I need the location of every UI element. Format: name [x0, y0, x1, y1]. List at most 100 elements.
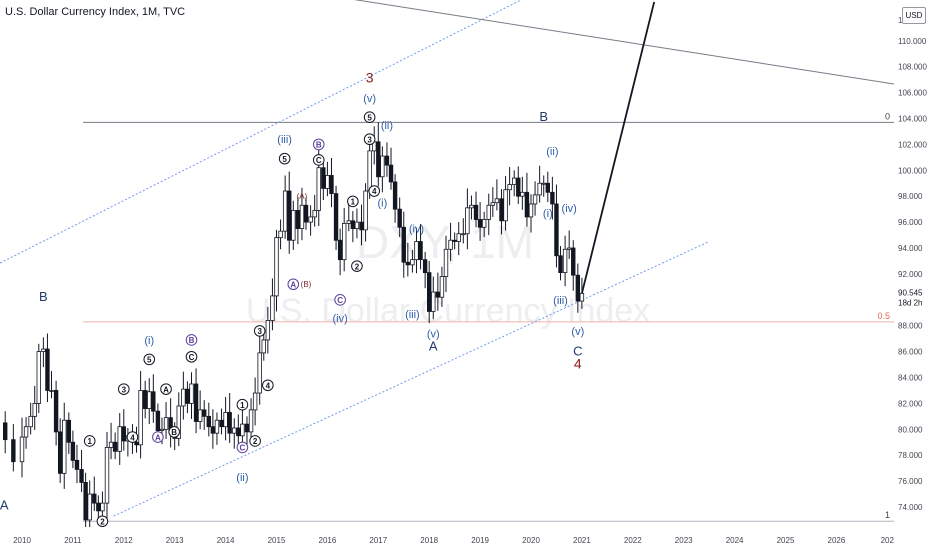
candle	[108, 422, 114, 460]
candle	[232, 418, 237, 449]
candle-body	[206, 415, 212, 428]
candle-body	[329, 175, 334, 195]
channel-lower	[113, 241, 710, 517]
candle-body	[210, 426, 216, 434]
candle	[151, 374, 156, 423]
wave-circle	[312, 138, 325, 151]
wave-label: (i)	[543, 208, 553, 220]
wave-label-circle: 4	[262, 379, 274, 392]
candle-body	[100, 502, 105, 512]
wave-label-circle: 1	[347, 195, 359, 208]
fib-label: 0	[885, 111, 890, 121]
fib-label: 1	[885, 510, 890, 520]
candle	[185, 381, 190, 414]
candle-body	[138, 390, 143, 446]
candle	[57, 418, 63, 484]
candle	[337, 228, 343, 276]
x-tick-label: 2018	[420, 536, 438, 545]
candle-body	[537, 182, 542, 196]
candle	[384, 142, 390, 177]
candle	[70, 430, 76, 469]
x-tick-label: 2014	[217, 536, 235, 545]
wave-circle	[249, 435, 261, 447]
candle-body	[367, 150, 372, 192]
wave-label: (iv)	[409, 224, 424, 236]
wave-circle	[363, 133, 376, 146]
wave-label: B	[39, 289, 48, 304]
candle	[45, 333, 50, 403]
wave-circle	[278, 152, 291, 165]
candle-body	[236, 427, 241, 437]
candle	[66, 412, 72, 454]
candle-body	[418, 241, 423, 261]
candle	[181, 371, 186, 420]
wave-circle	[143, 353, 156, 366]
chart-title: U.S. Dollar Currency Index, 1M, TVC	[5, 6, 186, 18]
candle	[448, 222, 453, 261]
candle-body	[142, 390, 148, 409]
candle-body	[439, 276, 445, 298]
candle-body	[558, 255, 563, 274]
wave-label: (iii)	[405, 309, 420, 321]
candle-body	[566, 247, 572, 250]
wave-label-circle: 2	[249, 435, 261, 447]
candle	[219, 408, 224, 435]
candle-body	[422, 259, 428, 274]
candle	[282, 175, 288, 239]
candle-body	[325, 175, 330, 189]
wave-label: B	[316, 141, 322, 150]
currency-selector[interactable]: USD	[902, 7, 926, 24]
wave-label-circle: A	[287, 278, 300, 291]
candle-body	[448, 239, 453, 250]
candle-body	[181, 388, 186, 407]
candle	[571, 240, 576, 291]
wave-label: (iii)	[277, 134, 292, 146]
candle	[147, 378, 152, 425]
x-tick-label: 2019	[471, 536, 489, 545]
wave-label-circle: 5	[363, 111, 376, 124]
candle-body	[410, 259, 415, 266]
candle-body	[151, 391, 156, 412]
candle-body	[388, 164, 394, 183]
candle-body	[503, 189, 508, 222]
candle-body	[28, 415, 33, 428]
wave-label: A	[163, 385, 169, 394]
wave-label-circle: 3	[118, 383, 130, 395]
candle	[36, 343, 41, 414]
candle	[19, 417, 25, 478]
candle	[562, 235, 568, 287]
candle-body	[265, 320, 271, 341]
x-tick-label: 2022	[624, 536, 642, 545]
wave-circle	[287, 278, 300, 291]
candle-body	[282, 190, 288, 232]
candle	[291, 200, 296, 250]
candle	[295, 196, 301, 245]
candle	[414, 227, 419, 274]
wave-label-circle: C	[236, 441, 249, 454]
candle	[566, 230, 572, 260]
wave-label: (v)	[571, 326, 584, 338]
wave-label: (A)	[297, 192, 308, 201]
candle	[392, 174, 398, 223]
candle	[422, 251, 428, 289]
wave-circle	[236, 398, 249, 411]
wave-label: (v)	[427, 328, 440, 340]
candle	[575, 263, 581, 313]
x-tick-label: 2026	[828, 536, 846, 545]
candle-body	[96, 502, 101, 512]
y-tick-label: 110.000	[898, 37, 927, 46]
candle	[210, 409, 216, 449]
candle-body	[516, 177, 521, 197]
candle-body	[3, 422, 8, 441]
wave-label-circle: C	[312, 154, 325, 166]
candle	[439, 266, 445, 307]
candle-body	[214, 419, 220, 434]
candle-body	[346, 220, 351, 224]
wave-label: 4	[372, 187, 377, 196]
candle-body	[79, 469, 84, 483]
candle	[405, 242, 411, 277]
candle-body	[185, 388, 190, 404]
candle-body	[202, 409, 207, 417]
candle	[359, 204, 364, 246]
